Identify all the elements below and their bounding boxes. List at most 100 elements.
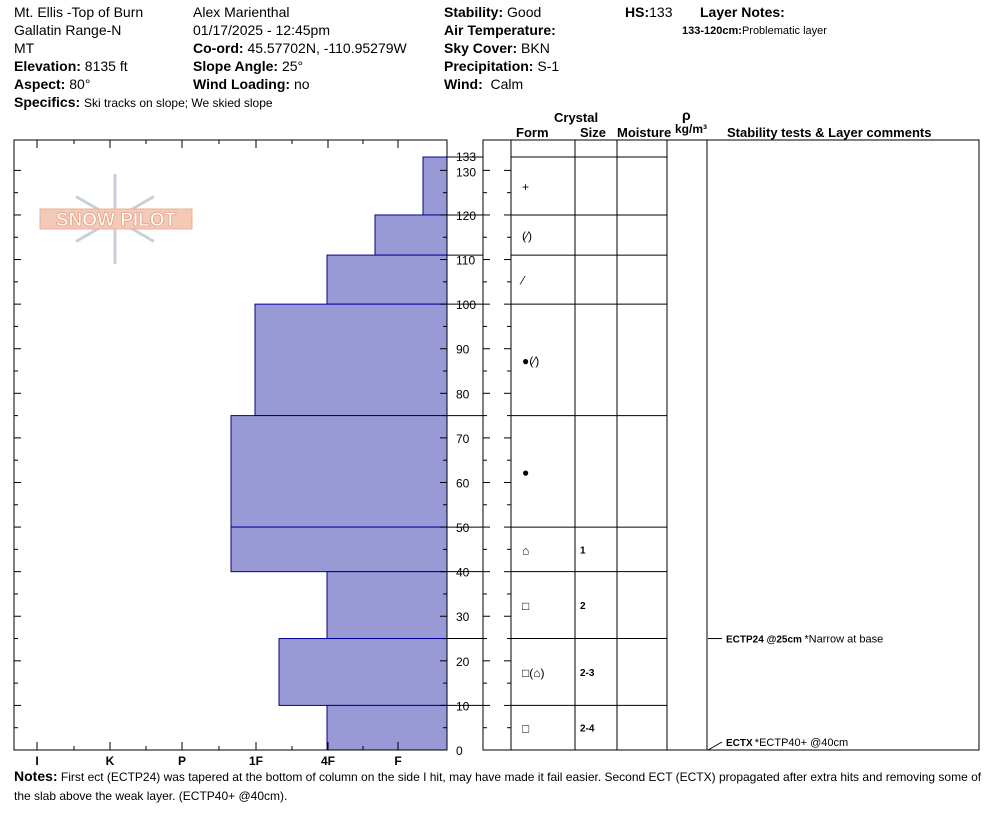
specifics-label: Specifics: bbox=[14, 94, 81, 110]
size-header: Size bbox=[580, 125, 607, 140]
crystal-size: 1 bbox=[580, 545, 586, 556]
height-tick-label: 90 bbox=[456, 343, 470, 357]
test-comment: *Narrow at base bbox=[804, 634, 883, 646]
coord-field: Co-ord: 45.57702N, -110.95279W bbox=[193, 40, 407, 57]
density-rho-header: ρ bbox=[682, 107, 691, 123]
logo-text: SNOW PILOT bbox=[56, 210, 177, 231]
height-tick-label: 60 bbox=[456, 476, 470, 490]
aspect-label: Aspect: bbox=[14, 76, 66, 92]
layer-note-range: 133-120cm: bbox=[682, 25, 742, 37]
crystal-form: ⌂ bbox=[522, 543, 529, 557]
hardness-label: 4F bbox=[321, 754, 335, 768]
specifics-value: Ski tracks on slope; We skied slope bbox=[84, 96, 273, 110]
hs-field: HS:133 bbox=[625, 4, 672, 21]
precip-value: S-1 bbox=[537, 58, 560, 74]
wind-loading-label: Wind Loading: bbox=[193, 76, 291, 92]
hardness-label: 1F bbox=[249, 754, 263, 768]
height-tick-label: 0 bbox=[456, 744, 463, 758]
state-name: MT bbox=[14, 40, 35, 56]
notes-text: First ect (ECTP24) was tapered at the bo… bbox=[14, 770, 982, 803]
hardness-bar bbox=[254, 303, 448, 417]
observer-name: Alex Marienthal bbox=[193, 4, 290, 20]
sky-field: Sky Cover: BKN bbox=[444, 40, 550, 57]
height-tick-label: 120 bbox=[456, 209, 476, 223]
wind-loading-field: Wind Loading: no bbox=[193, 76, 310, 93]
layer-table: + (⁄) ⁄ ●(⁄) ● ⌂ 1 □ 2 □(⌂) 2-3 □ 2-4 bbox=[447, 156, 667, 736]
coord-value: 45.57702N, -110.95279W bbox=[247, 40, 407, 56]
hardness-chart-frame bbox=[13, 139, 448, 751]
table-frame bbox=[482, 139, 980, 751]
wind-loading-value: no bbox=[293, 76, 310, 92]
elevation-value: 8135 ft bbox=[84, 58, 128, 74]
height-tick-label: 10 bbox=[456, 699, 470, 713]
range-name: Gallatin Range-N bbox=[14, 22, 122, 38]
hardness-label: P bbox=[178, 754, 186, 768]
air-temp-field: Air Temperature: bbox=[444, 22, 556, 39]
wind-field: Wind: Calm bbox=[444, 76, 523, 93]
coord-label: Co-ord: bbox=[193, 40, 244, 56]
layer-note-text: Problematic layer bbox=[741, 25, 827, 37]
height-tick-label: 30 bbox=[456, 610, 470, 624]
hardness-bars bbox=[230, 156, 448, 751]
crystal-size: 2-4 bbox=[580, 724, 595, 735]
hardness-bar bbox=[374, 214, 448, 256]
crystal-header: Crystal bbox=[554, 110, 599, 125]
crystal-form: (⁄) bbox=[522, 229, 532, 243]
height-tick-label: 110 bbox=[456, 254, 475, 268]
form-header: Form bbox=[516, 125, 549, 140]
elevation-label: Elevation: bbox=[14, 58, 81, 74]
stability-test-list: ECTP24 @25cm *Narrow at base ECTX *ECTP40+ … bbox=[707, 634, 883, 751]
notes-section: Notes: First ect (ECTP24) was tapered at… bbox=[14, 767, 989, 806]
logo-banner bbox=[39, 208, 193, 230]
hardness-bar bbox=[278, 638, 448, 706]
sky-value: BKN bbox=[521, 40, 550, 56]
sky-label: Sky Cover: bbox=[444, 40, 518, 56]
crystal-form: ⁄ bbox=[519, 274, 526, 288]
moisture-header: Moisture bbox=[617, 125, 672, 140]
crystal-size: 2-3 bbox=[580, 668, 595, 679]
wind-label: Wind: bbox=[444, 76, 483, 92]
hardness-bar bbox=[230, 415, 448, 528]
stability-field: Stability: Good bbox=[444, 4, 541, 21]
test-pointer bbox=[707, 741, 723, 751]
test-code: ECTP24 @25cm bbox=[726, 635, 802, 646]
hardness-bar bbox=[230, 526, 448, 573]
height-tick-label: 50 bbox=[456, 521, 470, 535]
snowpilot-logo: SNOW PILOT bbox=[39, 174, 193, 264]
hardness-bar bbox=[326, 254, 448, 305]
height-tick-label: 130 bbox=[456, 165, 476, 179]
hs-label: HS: bbox=[625, 4, 650, 20]
height-tick-label: 80 bbox=[456, 387, 470, 401]
test-comment: *ECTP40+ @40cm bbox=[755, 737, 848, 749]
crystal-form: + bbox=[522, 180, 529, 194]
crystal-form: □ bbox=[522, 722, 529, 736]
notes-label: Notes: bbox=[14, 768, 58, 784]
wind-value: Calm bbox=[490, 76, 524, 92]
aspect-value: 80° bbox=[69, 76, 91, 92]
air-temp-label: Air Temperature: bbox=[444, 22, 556, 38]
height-tick-label: 70 bbox=[456, 432, 470, 446]
crystal-form: ● bbox=[522, 465, 529, 479]
precip-label: Precipitation: bbox=[444, 58, 534, 74]
layer-notes-label: Layer Notes: bbox=[700, 4, 785, 20]
density-unit-header: kg/m³ bbox=[675, 122, 708, 136]
layer-notes-field: Layer Notes: bbox=[700, 4, 785, 21]
observation-datetime: 01/17/2025 - 12:45pm bbox=[193, 22, 330, 38]
hardness-label: F bbox=[394, 754, 401, 768]
stability-label: Stability: bbox=[444, 4, 504, 20]
elevation-field: Elevation: 8135 ft bbox=[14, 58, 128, 75]
hardness-label: K bbox=[106, 754, 115, 768]
location-name: Mt. Ellis -Top of Burn bbox=[14, 4, 144, 20]
precip-field: Precipitation: S-1 bbox=[444, 58, 559, 75]
specifics-field: Specifics: Ski tracks on slope; We skied… bbox=[14, 94, 273, 112]
crystal-size: 2 bbox=[580, 601, 586, 612]
slope-field: Slope Angle: 25° bbox=[193, 58, 303, 75]
stability-value: Good bbox=[507, 4, 542, 20]
height-tick-label: 40 bbox=[456, 566, 470, 580]
chart-frames bbox=[13, 139, 980, 751]
layer-note: 133-120cm:Problematic layer bbox=[682, 23, 827, 40]
height-tick-label: 100 bbox=[456, 298, 476, 312]
stability-tests-header: Stability tests & Layer comments bbox=[727, 125, 932, 140]
